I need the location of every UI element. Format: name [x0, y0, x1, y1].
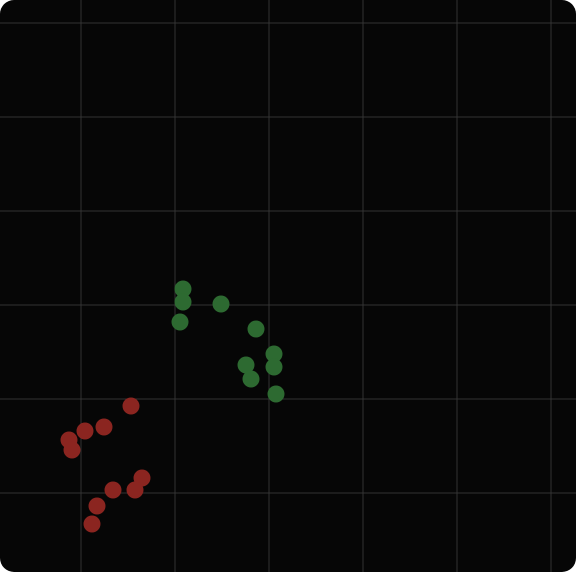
red-point-2 — [96, 419, 113, 436]
red-point-3 — [77, 423, 94, 440]
red-point-9 — [89, 498, 106, 515]
green-point-8 — [266, 359, 283, 376]
green-point-2 — [175, 294, 192, 311]
red-point-7 — [127, 482, 144, 499]
green-point-3 — [213, 296, 230, 313]
green-point-5 — [248, 321, 265, 338]
green-point-4 — [172, 314, 189, 331]
red-point-8 — [105, 482, 122, 499]
green-point-10 — [268, 386, 285, 403]
red-point-10 — [84, 516, 101, 533]
red-point-5 — [64, 442, 81, 459]
green-point-9 — [243, 371, 260, 388]
red-point-1 — [123, 398, 140, 415]
